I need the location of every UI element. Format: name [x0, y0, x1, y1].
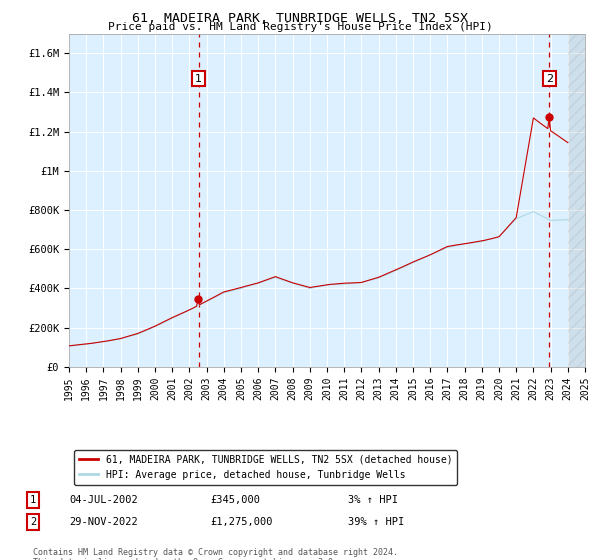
Text: 29-NOV-2022: 29-NOV-2022 — [69, 517, 138, 527]
Text: Price paid vs. HM Land Registry's House Price Index (HPI): Price paid vs. HM Land Registry's House … — [107, 22, 493, 32]
Text: £345,000: £345,000 — [210, 495, 260, 505]
Text: 61, MADEIRA PARK, TUNBRIDGE WELLS, TN2 5SX: 61, MADEIRA PARK, TUNBRIDGE WELLS, TN2 5… — [132, 12, 468, 25]
Text: 3% ↑ HPI: 3% ↑ HPI — [348, 495, 398, 505]
Text: 1: 1 — [195, 73, 202, 83]
Text: 39% ↑ HPI: 39% ↑ HPI — [348, 517, 404, 527]
Text: 1: 1 — [30, 495, 36, 505]
Legend: 61, MADEIRA PARK, TUNBRIDGE WELLS, TN2 5SX (detached house), HPI: Average price,: 61, MADEIRA PARK, TUNBRIDGE WELLS, TN2 5… — [74, 450, 457, 484]
Text: 2: 2 — [30, 517, 36, 527]
Text: £1,275,000: £1,275,000 — [210, 517, 272, 527]
Text: 04-JUL-2002: 04-JUL-2002 — [69, 495, 138, 505]
Text: Contains HM Land Registry data © Crown copyright and database right 2024.
This d: Contains HM Land Registry data © Crown c… — [33, 548, 398, 560]
Text: 2: 2 — [545, 73, 553, 83]
